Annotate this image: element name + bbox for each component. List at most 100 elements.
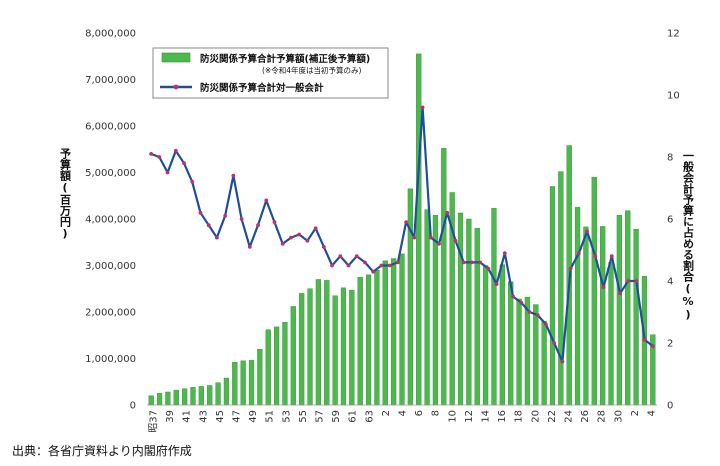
- bar: [273, 326, 280, 406]
- bar: [232, 362, 238, 406]
- y-right-tick-label: 10: [667, 91, 680, 102]
- line-point: [387, 263, 392, 268]
- line-point: [239, 217, 244, 221]
- y-right-axis: 0 2 4 6 8 10 12: [667, 29, 680, 412]
- line-point: [470, 260, 474, 265]
- bar: [600, 226, 606, 406]
- line-point: [461, 260, 466, 265]
- line-point: [453, 238, 458, 243]
- line-point: [535, 313, 540, 317]
- bar: [148, 395, 154, 406]
- x-tick-label: 8: [431, 410, 442, 416]
- x-tick-label: 2: [381, 410, 392, 416]
- bar: [156, 393, 163, 406]
- y-left-axis-title: 予算額(百万円): [59, 148, 73, 240]
- line-point: [280, 241, 285, 246]
- x-tick-label: 18: [514, 410, 525, 423]
- bar: [223, 377, 230, 406]
- bar: [357, 276, 363, 406]
- line-point: [527, 310, 532, 314]
- x-tick-label: 39: [165, 410, 176, 423]
- line-point: [354, 254, 359, 259]
- x-tick-label: 16: [497, 410, 508, 423]
- bar: [332, 295, 338, 406]
- legend-line-marker: [173, 84, 179, 90]
- y-right-axis-title: 一般会計予算に占める割合(%): [682, 150, 696, 321]
- bar: [499, 264, 505, 406]
- line-point: [593, 254, 598, 259]
- legend: 防災関係予算合計予算額(補正後予算額) (※令和4年度は当初予算のみ) 防災関係…: [152, 47, 389, 99]
- x-tick-label: 24: [564, 410, 575, 423]
- x-tick-label: 10: [447, 410, 458, 423]
- line-point: [519, 300, 524, 305]
- bar: [541, 321, 547, 406]
- x-tick-label: 30: [613, 410, 624, 423]
- bar: [391, 258, 397, 406]
- y-left-tick-label: 3,000,000: [85, 261, 136, 272]
- x-tick-label: 41: [182, 410, 193, 423]
- x-tick-label: 45: [215, 410, 226, 423]
- y-left-tick-label: 5,000,000: [85, 168, 136, 179]
- bar: [399, 253, 405, 406]
- y-right-tick-label: 0: [667, 401, 673, 412]
- bar: [424, 209, 430, 406]
- y-left-tick-label: 4,000,000: [85, 215, 136, 226]
- legend-box: [152, 47, 389, 99]
- bar: [173, 389, 179, 406]
- line-point: [560, 359, 565, 364]
- x-tick-label: 55: [298, 410, 309, 423]
- y-right-tick-label: 6: [667, 215, 673, 226]
- line-point: [486, 266, 491, 271]
- line-point: [618, 291, 622, 296]
- line-point: [650, 344, 655, 348]
- line-point: [626, 279, 631, 283]
- bar: [307, 288, 313, 406]
- bar: [474, 228, 480, 406]
- line-point: [445, 210, 450, 215]
- line-point: [190, 179, 195, 184]
- line-point: [609, 254, 614, 259]
- line-point: [502, 251, 507, 256]
- line-point: [206, 223, 211, 228]
- bar: [349, 289, 355, 406]
- bar: [257, 349, 263, 406]
- line-point: [478, 260, 483, 265]
- line-point: [330, 263, 334, 268]
- x-tick-label: 28: [597, 410, 608, 423]
- bar: [198, 386, 204, 406]
- bar: [482, 265, 489, 406]
- x-tick-label: 12: [464, 410, 475, 423]
- line-point: [379, 263, 384, 268]
- bar-series: [148, 53, 656, 406]
- line-point: [568, 266, 573, 271]
- line-point: [256, 223, 260, 228]
- x-tick-label: 26: [580, 410, 591, 423]
- bar: [299, 293, 305, 406]
- line-point: [511, 294, 515, 299]
- bar: [265, 329, 271, 406]
- legend-line-label: 防災関係予算合計対一般会計: [200, 82, 324, 94]
- bar: [190, 387, 196, 406]
- line-point: [544, 322, 548, 327]
- line-point: [215, 235, 219, 240]
- bar: [533, 304, 539, 406]
- line-point: [157, 155, 162, 159]
- y-right-tick-label: 2: [667, 339, 673, 350]
- line-point: [289, 235, 293, 240]
- line-point: [601, 285, 606, 290]
- y-right-tick-label: 8: [667, 153, 673, 164]
- y-left-tick-label: 7,000,000: [85, 75, 136, 86]
- line-point: [313, 226, 318, 231]
- x-tick-label: 4: [647, 410, 658, 416]
- bar: [207, 385, 213, 406]
- line-series: [149, 105, 655, 364]
- y-left-axis: 0 1,000,000 2,000,000 3,000,000 4,000,000 5,0…: [85, 29, 136, 412]
- x-tick-label: 49: [248, 410, 259, 423]
- bar: [282, 322, 288, 406]
- bar: [491, 208, 497, 406]
- line-point: [437, 241, 441, 246]
- x-tick-label: 14: [481, 410, 492, 423]
- x-tick-label: 53: [281, 410, 292, 423]
- line-point: [272, 220, 277, 225]
- line-point: [404, 220, 409, 225]
